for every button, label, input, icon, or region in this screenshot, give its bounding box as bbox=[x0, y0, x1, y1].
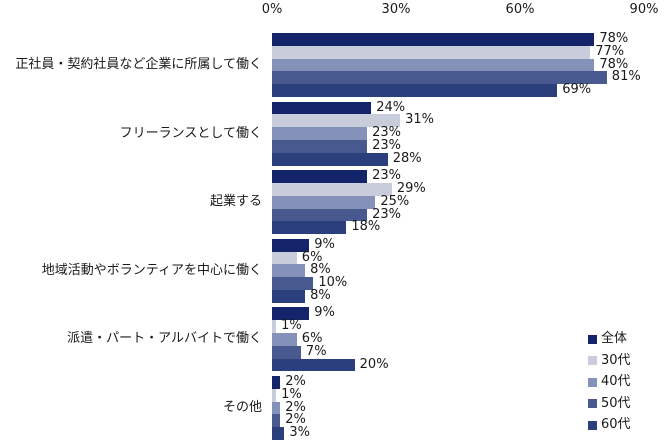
bar bbox=[272, 195, 376, 209]
legend: 全体 30代 40代 50代 60代 bbox=[588, 331, 631, 439]
bar bbox=[272, 320, 277, 333]
bar bbox=[272, 290, 306, 303]
bar bbox=[272, 376, 281, 389]
value-label: 2% bbox=[285, 399, 306, 415]
bar bbox=[272, 152, 388, 166]
value-label: 31% bbox=[405, 112, 435, 128]
bar bbox=[272, 101, 372, 115]
value-label: 28% bbox=[392, 150, 422, 166]
bar bbox=[272, 45, 591, 59]
bar bbox=[272, 427, 285, 440]
bar bbox=[272, 208, 368, 222]
value-label: 2% bbox=[285, 412, 306, 428]
legend-swatch bbox=[588, 356, 597, 365]
value-label: 2% bbox=[285, 374, 306, 389]
value-label: 77% bbox=[595, 43, 625, 59]
value-label: 1% bbox=[281, 386, 302, 402]
value-label: 23% bbox=[372, 168, 401, 184]
bar bbox=[272, 170, 368, 183]
bar bbox=[272, 238, 310, 252]
value-label: 1% bbox=[281, 318, 302, 334]
bar bbox=[272, 84, 558, 97]
legend-item: 40代 bbox=[588, 374, 631, 390]
bar bbox=[272, 358, 355, 372]
value-label: 9% bbox=[314, 305, 335, 321]
value-label: 3% bbox=[289, 425, 311, 440]
value-label: 78% bbox=[599, 31, 629, 46]
bar bbox=[272, 388, 277, 402]
value-label: 8% bbox=[310, 262, 331, 278]
value-label: 69% bbox=[562, 82, 592, 98]
bar bbox=[272, 221, 347, 235]
bar bbox=[272, 345, 301, 359]
value-label: 23% bbox=[372, 138, 401, 153]
bar bbox=[272, 33, 595, 46]
value-label: 78% bbox=[599, 56, 629, 72]
bar bbox=[272, 251, 297, 265]
value-label: 25% bbox=[380, 193, 410, 209]
legend-item: 30代 bbox=[588, 353, 631, 369]
value-label: 9% bbox=[314, 236, 335, 252]
bar bbox=[272, 114, 401, 128]
bar bbox=[272, 264, 306, 278]
bar bbox=[272, 127, 368, 140]
value-label: 23% bbox=[372, 206, 401, 222]
value-label: 7% bbox=[305, 343, 327, 359]
value-label: 29% bbox=[396, 181, 426, 196]
category-label: その他 bbox=[222, 400, 262, 415]
bar bbox=[272, 58, 595, 72]
bar bbox=[272, 401, 281, 415]
value-label: 6% bbox=[301, 249, 323, 265]
value-label: 23% bbox=[372, 125, 401, 141]
axis-tick-label: 30% bbox=[381, 2, 411, 17]
value-label: 24% bbox=[376, 99, 406, 115]
legend-label: 30代 bbox=[601, 352, 631, 368]
value-label: 6% bbox=[301, 331, 323, 346]
axis-tick-label: 0% bbox=[261, 2, 283, 17]
value-label: 8% bbox=[310, 288, 331, 303]
bar bbox=[272, 307, 310, 321]
legend-item: 全体 bbox=[588, 331, 631, 347]
value-label: 18% bbox=[351, 219, 381, 235]
legend-label: 50代 bbox=[601, 395, 631, 411]
value-label: 81% bbox=[611, 69, 641, 85]
legend-swatch bbox=[588, 377, 597, 387]
legend-swatch bbox=[588, 334, 597, 344]
legend-label: 40代 bbox=[601, 374, 631, 389]
value-label: 20% bbox=[359, 356, 389, 372]
legend-label: 60代 bbox=[601, 417, 631, 432]
legend-label: 全体 bbox=[601, 331, 628, 346]
value-label: 10% bbox=[318, 275, 348, 291]
axis-tick-label: 60% bbox=[505, 2, 535, 17]
category-label: 起業する bbox=[209, 194, 262, 210]
legend-swatch bbox=[588, 399, 597, 408]
category-label: 地域活動やボランティアを中心に働く bbox=[41, 262, 262, 278]
category-label: 正社員・契約社員など企業に所属して働く bbox=[15, 57, 262, 72]
legend-item: 60代 bbox=[588, 417, 631, 433]
axis-tick-label: 90% bbox=[629, 2, 659, 17]
category-label: 派遣・パート・アルバイトで働く bbox=[67, 331, 262, 347]
legend-item: 50代 bbox=[588, 396, 631, 412]
bar bbox=[272, 71, 607, 85]
bar bbox=[272, 414, 281, 428]
bar bbox=[272, 277, 314, 290]
legend-swatch bbox=[588, 420, 597, 430]
bar bbox=[272, 333, 297, 346]
bar bbox=[272, 183, 392, 196]
category-label: フリーランスとして働く bbox=[119, 125, 262, 141]
bar bbox=[272, 140, 368, 153]
